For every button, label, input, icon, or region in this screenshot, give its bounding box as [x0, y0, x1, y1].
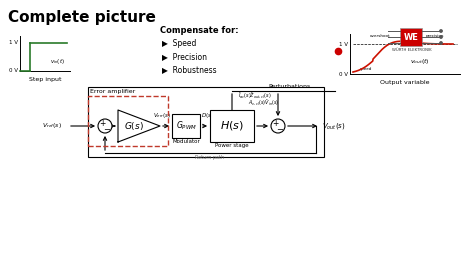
Text: $V_{ref}(s)$: $V_{ref}(s)$: [42, 122, 62, 131]
Text: ▶  Robustness: ▶ Robustness: [162, 65, 217, 74]
Text: $\hat{I}_{ac}(s)\hat{Z}_{out,cl}(s)$: $\hat{I}_{ac}(s)\hat{Z}_{out,cl}(s)$: [238, 91, 272, 101]
Text: −: −: [276, 125, 283, 134]
Text: overshoot: overshoot: [370, 34, 390, 38]
Circle shape: [271, 119, 285, 133]
Text: Return path: Return path: [195, 155, 225, 160]
Text: +: +: [100, 119, 106, 128]
Polygon shape: [118, 110, 160, 142]
Text: $G_{PWM}$: $G_{PWM}$: [175, 120, 196, 132]
Text: Step input: Step input: [29, 77, 61, 82]
Text: +: +: [272, 119, 279, 128]
Text: Output variable: Output variable: [380, 80, 430, 85]
Text: $A_{v,cl}(s)\hat{V}_{in}(s)$: $A_{v,cl}(s)\hat{V}_{in}(s)$: [248, 98, 279, 108]
Text: $v_{out}(t)$: $v_{out}(t)$: [410, 57, 430, 66]
Text: speed: speed: [360, 67, 372, 71]
Bar: [88, 96, 168, 146]
Text: $G(s)$: $G(s)$: [124, 120, 144, 132]
Bar: [172, 114, 200, 138]
Bar: [210, 110, 254, 142]
Text: $v_{in}(t)$: $v_{in}(t)$: [50, 57, 65, 66]
Text: WE: WE: [403, 32, 419, 41]
Text: $H(s)$: $H(s)$: [220, 119, 244, 132]
Circle shape: [440, 42, 442, 44]
Text: 1 V: 1 V: [339, 41, 348, 47]
Text: $V_{out}(s)$: $V_{out}(s)$: [322, 121, 346, 131]
Text: ▶  Speed: ▶ Speed: [162, 39, 196, 48]
Text: 0 V: 0 V: [339, 72, 348, 77]
Text: ▶  Precision: ▶ Precision: [162, 52, 207, 61]
Text: Compensate for:: Compensate for:: [160, 26, 238, 35]
Bar: [88, 87, 324, 157]
Circle shape: [98, 119, 112, 133]
Text: 0 V: 0 V: [9, 69, 18, 73]
Text: Perturbations: Perturbations: [269, 84, 311, 89]
Text: 1 V: 1 V: [9, 40, 18, 45]
Text: Error amplifier: Error amplifier: [90, 89, 135, 94]
Text: Power stage: Power stage: [215, 143, 249, 148]
Circle shape: [440, 36, 442, 38]
Text: precision: precision: [426, 34, 444, 38]
Circle shape: [440, 30, 442, 32]
Text: WÜRTH ELEKTRONIK: WÜRTH ELEKTRONIK: [392, 48, 432, 52]
Text: $D(s)$: $D(s)$: [201, 111, 214, 120]
Text: −: −: [103, 125, 110, 134]
Text: $V_{err}(s)$: $V_{err}(s)$: [153, 111, 171, 120]
Text: Modulator: Modulator: [172, 139, 200, 144]
Text: Complete picture: Complete picture: [8, 10, 156, 25]
Bar: [400, 28, 422, 46]
